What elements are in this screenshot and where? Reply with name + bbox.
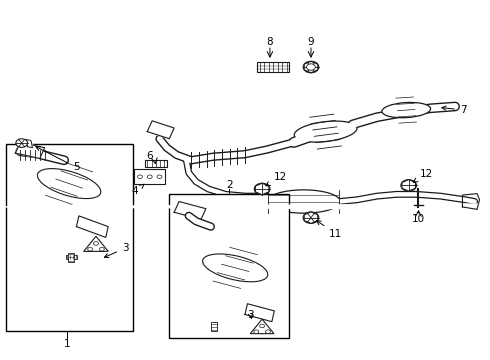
Text: 11: 11	[317, 221, 343, 239]
Polygon shape	[174, 202, 206, 220]
Text: 1: 1	[63, 339, 70, 349]
Polygon shape	[304, 212, 318, 224]
Circle shape	[307, 64, 316, 70]
Bar	[68, 253, 74, 262]
Text: 3: 3	[104, 243, 128, 257]
Bar	[5, 144, 133, 330]
Text: 6: 6	[147, 151, 153, 161]
Circle shape	[266, 330, 270, 333]
Circle shape	[147, 175, 152, 179]
Polygon shape	[304, 61, 318, 73]
Text: 10: 10	[412, 215, 425, 224]
FancyBboxPatch shape	[134, 169, 165, 184]
Circle shape	[254, 330, 259, 333]
Text: 5: 5	[36, 147, 80, 172]
Polygon shape	[402, 180, 416, 191]
Polygon shape	[250, 319, 274, 334]
Circle shape	[254, 183, 270, 195]
Circle shape	[138, 175, 143, 179]
Bar	[257, 62, 289, 72]
Polygon shape	[15, 142, 45, 158]
Text: 2: 2	[226, 180, 233, 190]
Polygon shape	[84, 236, 108, 251]
Text: 8: 8	[267, 37, 273, 46]
Bar	[66, 255, 77, 259]
Text: 7: 7	[442, 105, 466, 115]
Text: 12: 12	[414, 168, 433, 182]
Circle shape	[260, 324, 265, 328]
Circle shape	[303, 212, 319, 224]
Polygon shape	[76, 216, 108, 237]
Polygon shape	[255, 183, 269, 195]
Ellipse shape	[382, 102, 431, 118]
Text: 4: 4	[132, 184, 144, 197]
Text: 9: 9	[308, 37, 314, 46]
Ellipse shape	[37, 168, 101, 199]
Circle shape	[16, 139, 27, 147]
Circle shape	[401, 180, 416, 191]
Text: 12: 12	[266, 172, 287, 186]
Text: 3: 3	[247, 310, 254, 320]
Ellipse shape	[203, 254, 268, 282]
Bar	[169, 194, 289, 338]
Bar	[211, 322, 217, 331]
Polygon shape	[245, 304, 274, 321]
Circle shape	[303, 61, 319, 73]
Bar	[145, 159, 167, 167]
Ellipse shape	[267, 190, 340, 213]
Circle shape	[157, 175, 162, 179]
Ellipse shape	[294, 121, 357, 142]
Circle shape	[94, 242, 98, 245]
Polygon shape	[147, 121, 174, 139]
Circle shape	[88, 247, 93, 251]
Polygon shape	[0, 194, 490, 210]
Polygon shape	[26, 139, 32, 148]
Circle shape	[99, 247, 104, 251]
Polygon shape	[0, 8, 490, 21]
